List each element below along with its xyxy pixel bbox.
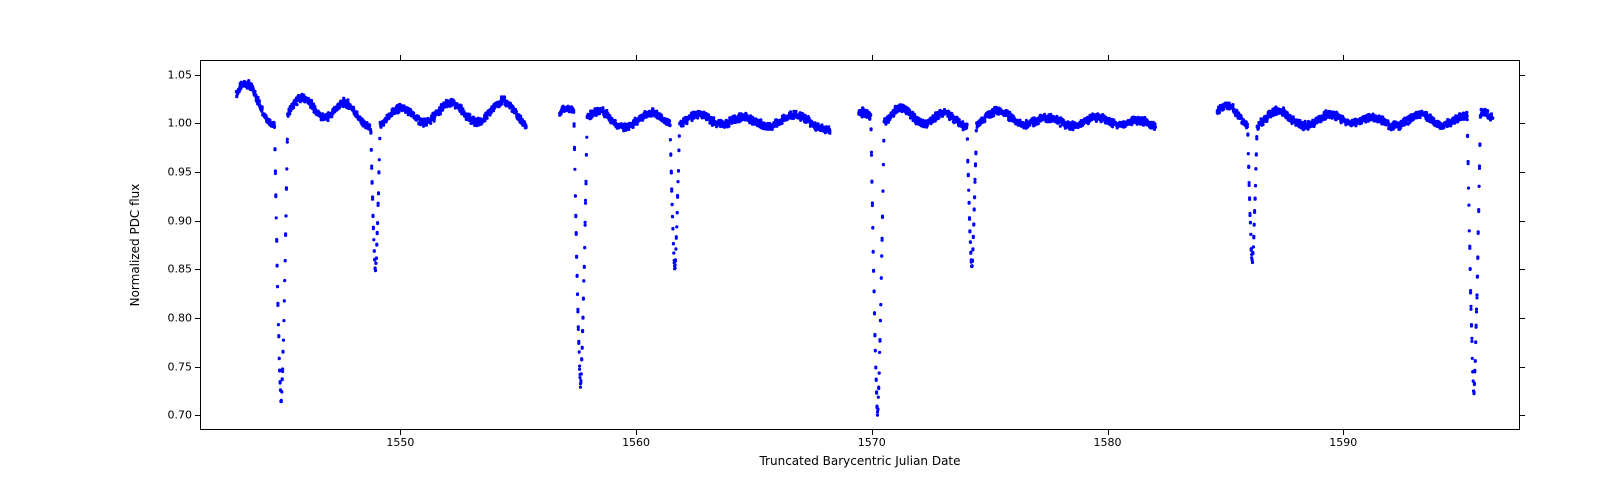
y-tick: [195, 172, 200, 173]
y-tick: [1520, 415, 1525, 416]
y-tick-label: 0.85: [160, 263, 192, 276]
x-tick-label: 1560: [622, 436, 650, 449]
y-tick: [195, 123, 200, 124]
y-tick: [195, 415, 200, 416]
y-tick-label: 0.95: [160, 165, 192, 178]
y-tick-label: 0.90: [160, 214, 192, 227]
y-tick-label: 0.75: [160, 360, 192, 373]
y-tick: [195, 221, 200, 222]
lightcurve-scatter: [201, 61, 1521, 431]
y-tick: [195, 318, 200, 319]
data-points: [235, 79, 1495, 417]
x-tick-label: 1550: [386, 436, 414, 449]
y-tick: [195, 367, 200, 368]
y-tick: [1520, 221, 1525, 222]
x-tick: [400, 55, 401, 60]
y-tick: [1520, 269, 1525, 270]
x-tick-label: 1590: [1329, 436, 1357, 449]
y-tick: [195, 269, 200, 270]
y-tick-label: 0.70: [160, 409, 192, 422]
y-tick: [1520, 172, 1525, 173]
x-tick: [636, 55, 637, 60]
x-tick-label: 1580: [1094, 436, 1122, 449]
x-tick: [1108, 55, 1109, 60]
x-tick: [872, 55, 873, 60]
figure: Truncated Barycentric Julian Date Normal…: [0, 0, 1600, 500]
y-axis-label: Normalized PDC flux: [128, 184, 142, 307]
y-tick-label: 0.80: [160, 312, 192, 325]
y-tick: [1520, 367, 1525, 368]
y-tick: [1520, 75, 1525, 76]
x-tick: [872, 430, 873, 435]
y-tick-label: 1.00: [160, 117, 192, 130]
x-tick: [636, 430, 637, 435]
y-tick-label: 1.05: [160, 68, 192, 81]
x-tick: [1343, 55, 1344, 60]
y-tick: [195, 75, 200, 76]
chart-axes: [200, 60, 1520, 430]
x-axis-label: Truncated Barycentric Julian Date: [759, 454, 960, 468]
x-tick-label: 1570: [858, 436, 886, 449]
x-tick: [400, 430, 401, 435]
x-tick: [1343, 430, 1344, 435]
y-tick: [1520, 123, 1525, 124]
x-tick: [1108, 430, 1109, 435]
y-tick: [1520, 318, 1525, 319]
